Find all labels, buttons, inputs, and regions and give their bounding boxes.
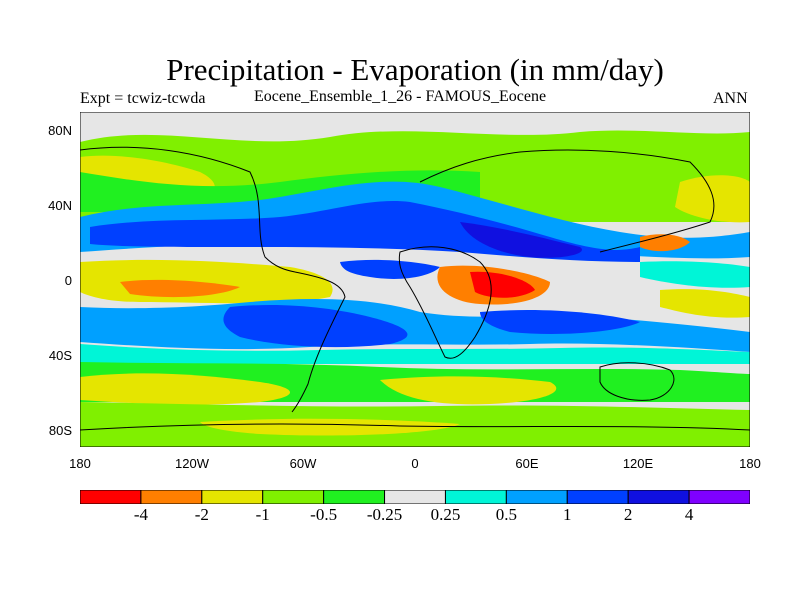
- coast-eurasia: [419, 149, 715, 253]
- lon-label-120e: 120E: [622, 456, 654, 471]
- colorbar-label: -4: [133, 505, 148, 524]
- colorbar: [80, 490, 750, 504]
- colorbar-swatch: [384, 490, 446, 504]
- lat-label-80s: 80S: [48, 423, 72, 438]
- field-south-cyan: [80, 344, 750, 364]
- colorbar-swatch: [262, 490, 325, 504]
- field-equatorial-red: [470, 271, 535, 298]
- coast-north-america: [80, 146, 296, 273]
- colorbar-label: 4: [684, 505, 694, 524]
- coastlines: [80, 146, 750, 431]
- field-north-yellow-east: [675, 175, 750, 223]
- field-south-yellow2: [380, 376, 557, 405]
- field-south-yellow: [80, 373, 290, 405]
- field-equatorial-blue: [340, 259, 440, 279]
- colorbar-swatch: [627, 490, 690, 504]
- ensemble-label: Eocene_Ensemble_1_26 - FAMOUS_Eocene: [254, 88, 547, 105]
- colorbar-label: 2: [623, 505, 633, 524]
- colorbar-label: -0.25: [366, 505, 403, 524]
- colorbar-swatch: [688, 490, 750, 504]
- lat-label-0: 0: [64, 273, 72, 288]
- colorbar-swatch: [80, 490, 142, 504]
- colorbar-swatch: [140, 490, 203, 504]
- lon-label-60e: 60E: [515, 456, 539, 471]
- field-south-darkblue2: [480, 310, 640, 334]
- pe-map: [80, 112, 750, 447]
- lon-label-120w: 120W: [175, 456, 209, 471]
- field-equatorial-orange-west: [120, 279, 240, 298]
- coast-antarctica: [80, 423, 750, 431]
- colorbar-label: -0.5: [310, 505, 338, 524]
- lat-label-80n: 80N: [48, 123, 72, 138]
- colorbar-swatch: [444, 490, 507, 504]
- coast-africa: [398, 246, 492, 359]
- colorbar-label: 0.5: [495, 505, 517, 524]
- field-equatorial-cyan-east: [640, 261, 750, 288]
- field-north-navy: [460, 222, 582, 258]
- lon-label-180e: 180: [739, 456, 761, 471]
- colorbar-label: -2: [194, 505, 209, 524]
- colorbar-label: 1: [563, 505, 572, 524]
- map-title: Precipitation - Evaporation (in mm/day): [166, 52, 664, 87]
- season-label: ANN: [713, 90, 748, 107]
- coast-south-america: [291, 271, 346, 413]
- field-antarctic-yellow: [200, 418, 460, 436]
- lat-label-40s: 40S: [48, 348, 72, 363]
- colorbar-label: 0.25: [430, 505, 461, 524]
- colorbar-swatch: [505, 490, 568, 504]
- field-equatorial-yellow-east: [660, 289, 750, 318]
- colorbar-swatch: [566, 490, 629, 504]
- colorbar-swatch: [323, 490, 386, 504]
- coast-australia: [599, 362, 675, 401]
- colorbar-label: -1: [255, 505, 270, 524]
- lon-label-0: 0: [411, 456, 419, 471]
- lon-label-180w: 180: [69, 456, 91, 471]
- colorbar-swatch: [201, 490, 264, 504]
- field-south-darkblue: [223, 305, 408, 348]
- experiment-label: Expt = tcwiz-tcwda: [80, 90, 206, 107]
- lat-label-40n: 40N: [48, 198, 72, 213]
- lon-label-60w: 60W: [289, 456, 317, 471]
